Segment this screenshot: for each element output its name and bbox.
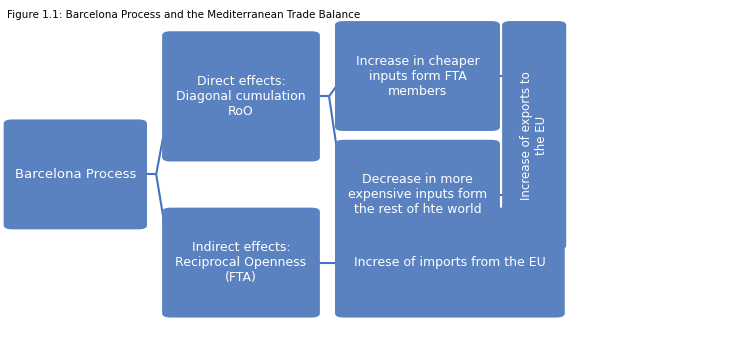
FancyBboxPatch shape [335, 208, 564, 317]
Text: Figure 1.1: Barcelona Process and the Mediterranean Trade Balance: Figure 1.1: Barcelona Process and the Me… [7, 10, 360, 20]
Text: Increase of exports to
the EU: Increase of exports to the EU [520, 71, 548, 200]
Text: Direct effects:
Diagonal cumulation
RoO: Direct effects: Diagonal cumulation RoO [176, 75, 306, 118]
Text: Barcelona Process: Barcelona Process [15, 168, 136, 181]
FancyBboxPatch shape [162, 31, 320, 161]
Text: Increase in cheaper
inputs form FTA
members: Increase in cheaper inputs form FTA memb… [356, 54, 479, 97]
FancyBboxPatch shape [335, 140, 500, 250]
Text: Increse of imports from the EU: Increse of imports from the EU [354, 256, 546, 269]
FancyBboxPatch shape [335, 21, 500, 131]
FancyBboxPatch shape [162, 208, 320, 317]
FancyBboxPatch shape [502, 21, 566, 250]
Text: Indirect effects:
Reciprocal Openness
(FTA): Indirect effects: Reciprocal Openness (F… [175, 241, 307, 284]
FancyBboxPatch shape [4, 119, 147, 229]
Text: Decrease in more
expensive inputs form
the rest of hte world: Decrease in more expensive inputs form t… [348, 173, 487, 216]
